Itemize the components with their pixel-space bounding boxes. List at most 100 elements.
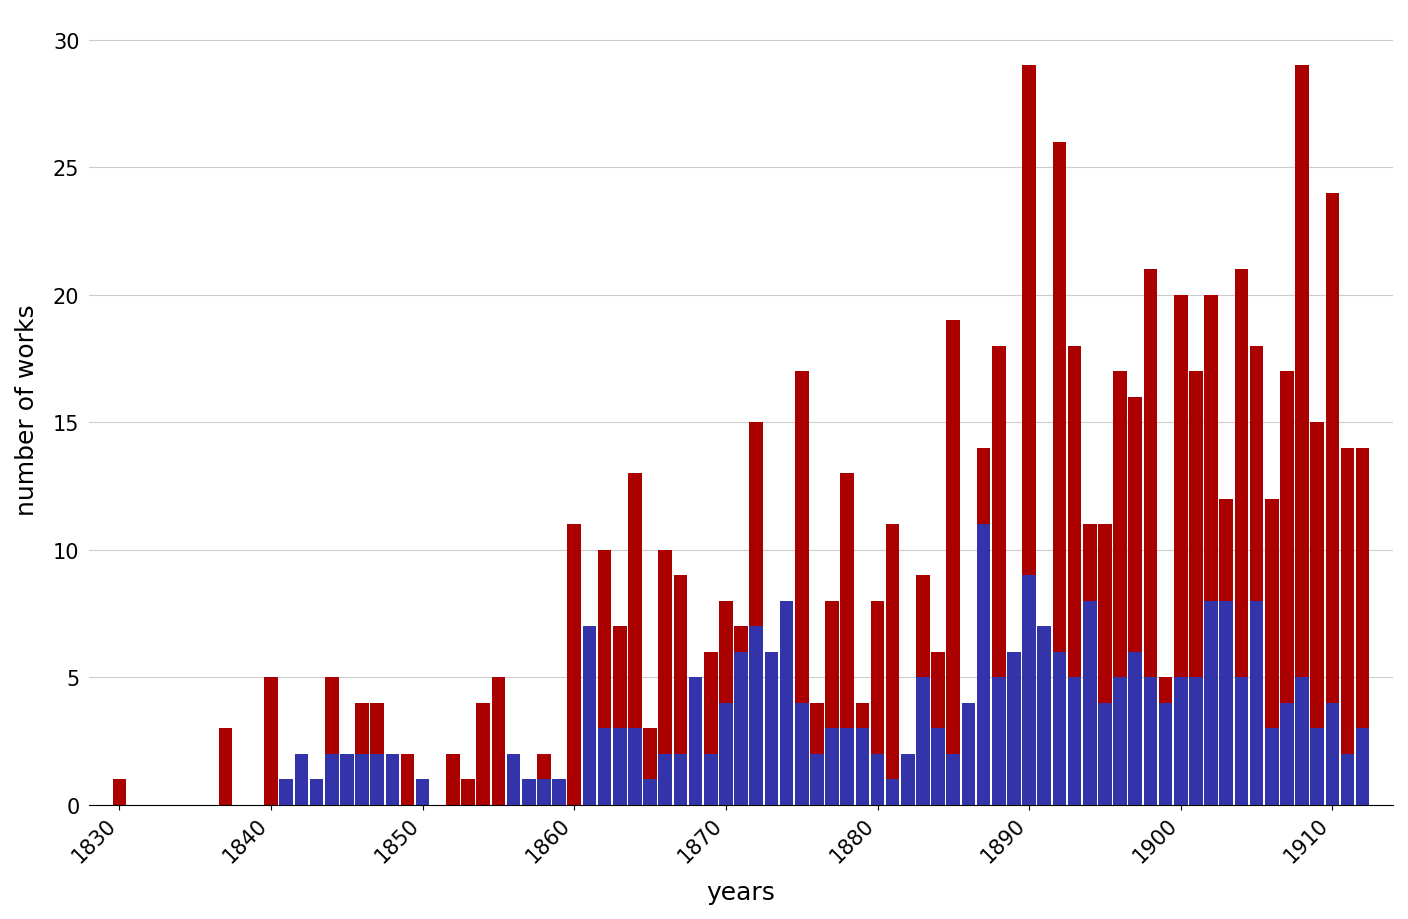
Bar — [1083, 525, 1097, 805]
Bar — [765, 652, 779, 805]
Bar — [1114, 371, 1126, 805]
Bar — [583, 627, 596, 805]
Bar — [598, 550, 611, 805]
Bar — [536, 754, 551, 805]
Bar — [567, 525, 582, 805]
Bar — [1053, 652, 1066, 805]
Bar — [749, 423, 763, 805]
Bar — [1098, 525, 1112, 805]
Bar — [1264, 729, 1278, 805]
Bar — [841, 473, 855, 805]
Bar — [1264, 499, 1278, 805]
Bar — [1143, 270, 1157, 805]
Bar — [1159, 677, 1173, 805]
Y-axis label: number of works: number of works — [15, 304, 39, 516]
Bar — [1295, 677, 1309, 805]
Bar — [689, 677, 703, 805]
Bar — [825, 729, 839, 805]
Bar — [1038, 627, 1052, 805]
Bar — [1022, 575, 1036, 805]
Bar — [659, 550, 672, 805]
Bar — [780, 652, 793, 805]
Bar — [325, 754, 338, 805]
Bar — [673, 754, 687, 805]
Bar — [598, 729, 611, 805]
Bar — [780, 601, 793, 805]
Bar — [355, 703, 369, 805]
Bar — [734, 652, 748, 805]
Bar — [841, 729, 855, 805]
Bar — [1280, 371, 1294, 805]
Bar — [1007, 652, 1021, 805]
Bar — [870, 601, 884, 805]
Bar — [931, 652, 945, 805]
Bar — [415, 779, 429, 805]
Bar — [1325, 703, 1339, 805]
Bar — [446, 754, 460, 805]
Bar — [279, 779, 293, 805]
Bar — [1114, 677, 1126, 805]
Bar — [1340, 754, 1354, 805]
Bar — [294, 754, 308, 805]
Bar — [386, 779, 398, 805]
Bar — [962, 703, 976, 805]
Bar — [522, 779, 535, 805]
Bar — [401, 754, 414, 805]
Bar — [734, 627, 748, 805]
Bar — [1038, 627, 1052, 805]
Bar — [1098, 703, 1112, 805]
Bar — [993, 346, 1005, 805]
Bar — [765, 652, 779, 805]
Bar — [643, 729, 658, 805]
X-axis label: years: years — [707, 880, 776, 904]
Bar — [1190, 371, 1202, 805]
Bar — [870, 754, 884, 805]
Bar — [1067, 346, 1081, 805]
Bar — [491, 677, 505, 805]
Bar — [1083, 601, 1097, 805]
Bar — [962, 703, 976, 805]
Bar — [886, 525, 900, 805]
Bar — [1128, 397, 1142, 805]
Bar — [1311, 729, 1324, 805]
Bar — [643, 779, 658, 805]
Bar — [796, 371, 808, 805]
Bar — [719, 601, 732, 805]
Bar — [931, 729, 945, 805]
Bar — [536, 779, 551, 805]
Bar — [628, 473, 642, 805]
Bar — [796, 703, 808, 805]
Bar — [370, 703, 384, 805]
Bar — [1128, 652, 1142, 805]
Bar — [810, 703, 824, 805]
Bar — [1007, 652, 1021, 805]
Bar — [1022, 66, 1036, 805]
Bar — [1190, 677, 1202, 805]
Bar — [856, 703, 869, 805]
Bar — [749, 627, 763, 805]
Bar — [1159, 703, 1173, 805]
Bar — [1174, 677, 1187, 805]
Bar — [901, 754, 915, 805]
Bar — [1340, 448, 1354, 805]
Bar — [1204, 601, 1218, 805]
Bar — [673, 575, 687, 805]
Bar — [1143, 677, 1157, 805]
Bar — [612, 627, 627, 805]
Bar — [977, 448, 990, 805]
Bar — [279, 779, 293, 805]
Bar — [218, 729, 232, 805]
Bar — [810, 754, 824, 805]
Bar — [689, 703, 703, 805]
Bar — [310, 779, 324, 805]
Bar — [415, 779, 429, 805]
Bar — [341, 754, 353, 805]
Bar — [993, 677, 1005, 805]
Bar — [1325, 193, 1339, 805]
Bar — [628, 729, 642, 805]
Bar — [977, 525, 990, 805]
Bar — [946, 754, 960, 805]
Bar — [507, 754, 521, 805]
Bar — [370, 754, 384, 805]
Bar — [704, 652, 718, 805]
